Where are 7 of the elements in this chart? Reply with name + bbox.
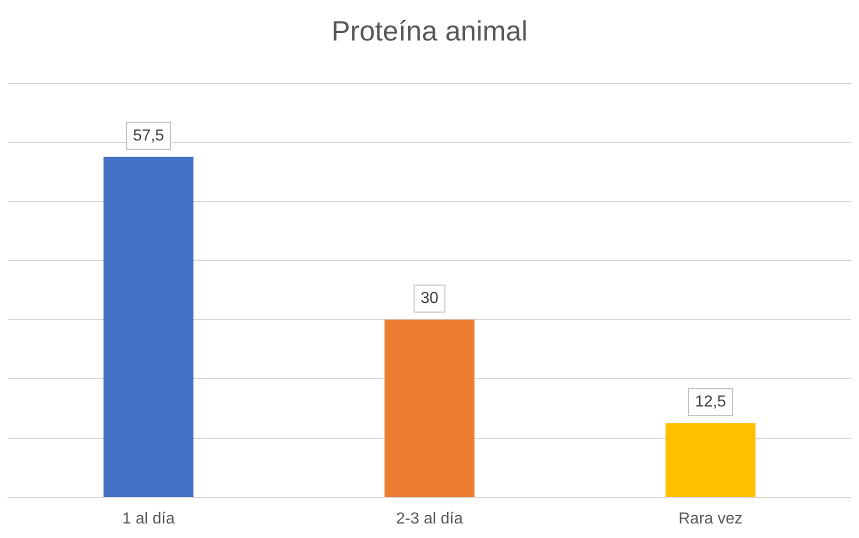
x-tick-label: Rara vez <box>678 510 743 528</box>
x-tick-label: 1 al día <box>122 510 175 528</box>
x-tick-label: 2-3 al día <box>396 510 463 528</box>
data-label: 30 <box>420 290 438 308</box>
data-label: 12,5 <box>694 394 726 411</box>
chart-title: Proteína animal <box>331 16 528 46</box>
data-label: 57,5 <box>132 127 164 144</box>
